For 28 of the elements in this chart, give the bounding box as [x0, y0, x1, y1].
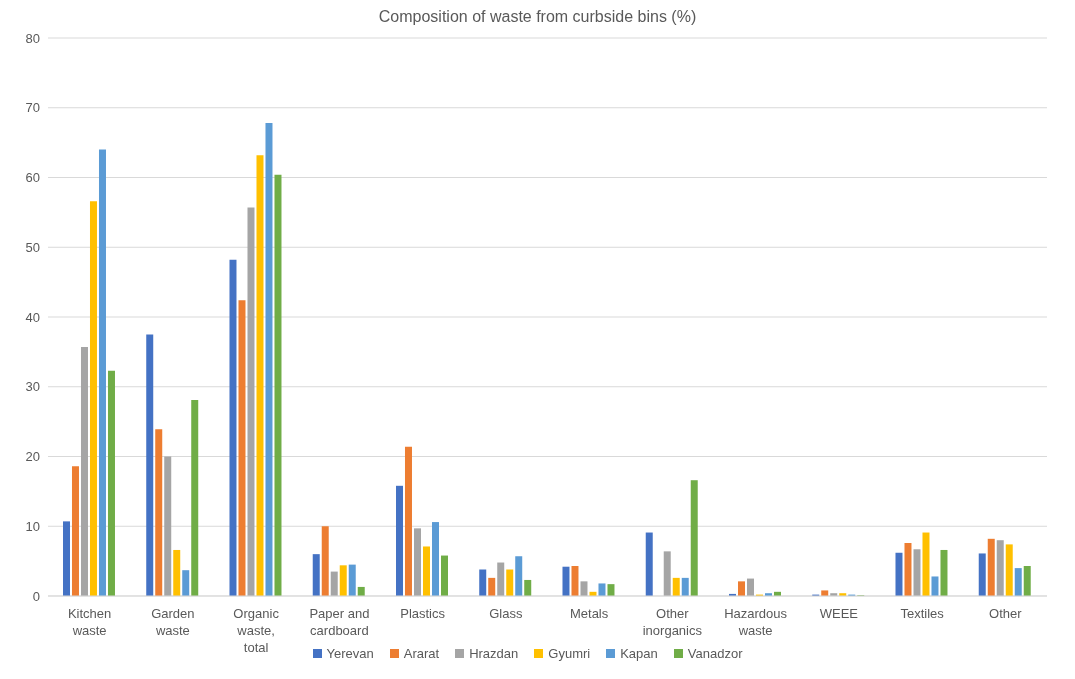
- y-tick-label: 70: [25, 100, 40, 116]
- x-tick-label: Other: [989, 606, 1023, 621]
- legend-label: Hrazdan: [468, 646, 519, 661]
- x-tick-label: Organic waste, total: [233, 606, 280, 655]
- x-tick-label: Glass: [489, 606, 523, 621]
- x-tick-label: Textiles: [900, 606, 945, 621]
- legend-label: Kapan: [619, 646, 658, 661]
- legend-label: Yerevan: [325, 646, 374, 661]
- y-tick-label: 60: [25, 170, 40, 186]
- x-tick-label: Other inorganics: [642, 606, 703, 638]
- x-tick-label: Paper and cardboard: [309, 606, 370, 638]
- y-tick-label: 50: [25, 239, 40, 255]
- legend-label: Vanadzor: [686, 646, 743, 661]
- x-tick-label: Metals: [569, 606, 609, 621]
- chart-title: Composition of waste from curbside bins (%): [377, 8, 698, 26]
- y-tick-label: 10: [25, 518, 40, 534]
- y-tick-label: 40: [25, 309, 40, 325]
- y-tick-label: 0: [32, 588, 40, 604]
- x-tick-label: Kitchen waste: [67, 606, 112, 638]
- y-tick-label: 30: [25, 379, 40, 395]
- legend-label: Ararat: [402, 646, 440, 661]
- x-tick-label: Plastics: [400, 606, 446, 621]
- x-tick-label: Hazardous waste: [724, 606, 788, 638]
- x-tick-label: WEEE: [819, 606, 859, 621]
- x-tick-label: Garden waste: [151, 606, 195, 638]
- y-tick-label: 80: [25, 30, 40, 46]
- legend-label: Gyumri: [547, 646, 591, 661]
- y-tick-label: 20: [25, 449, 40, 465]
